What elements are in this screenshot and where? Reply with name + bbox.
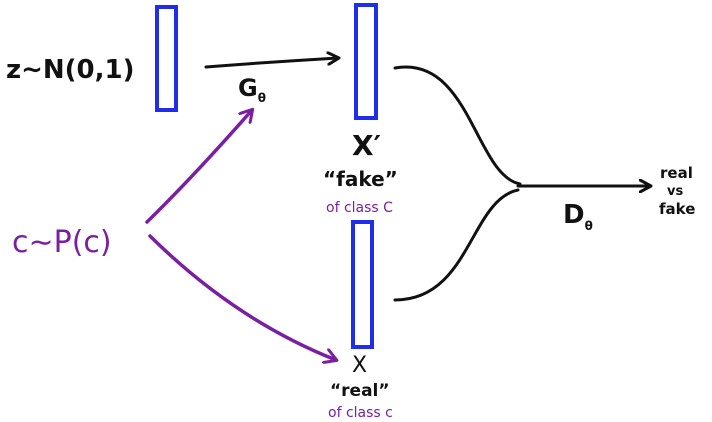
noise-vector-box	[155, 5, 178, 112]
real-sample-box	[351, 220, 374, 349]
fake-class-label: of class C	[326, 200, 393, 216]
output-label-vs: vs	[667, 184, 683, 199]
real-to-disc-curve	[393, 188, 520, 302]
output-label-fake: fake	[659, 200, 695, 218]
noise-distribution-label: z∼N(0,1)	[6, 55, 135, 85]
condition-to-real-arrow	[148, 234, 336, 360]
fake-sample-box	[354, 3, 378, 120]
output-label-real: real	[660, 164, 693, 182]
fake-quote-label: “fake”	[323, 167, 398, 191]
real-sample-label: X	[352, 353, 367, 378]
real-quote-label: “real”	[330, 381, 390, 401]
generator-label: Gθ	[238, 74, 266, 105]
discriminator-label: Dθ	[563, 200, 593, 233]
condition-to-generator-arrow	[145, 110, 252, 224]
real-class-label: of class c	[328, 405, 393, 421]
fake-sample-label: X′	[352, 129, 381, 162]
fake-to-disc-curve	[393, 65, 522, 186]
generator-arrow	[204, 58, 338, 69]
condition-distribution-label: c∼P(c)	[12, 225, 112, 260]
